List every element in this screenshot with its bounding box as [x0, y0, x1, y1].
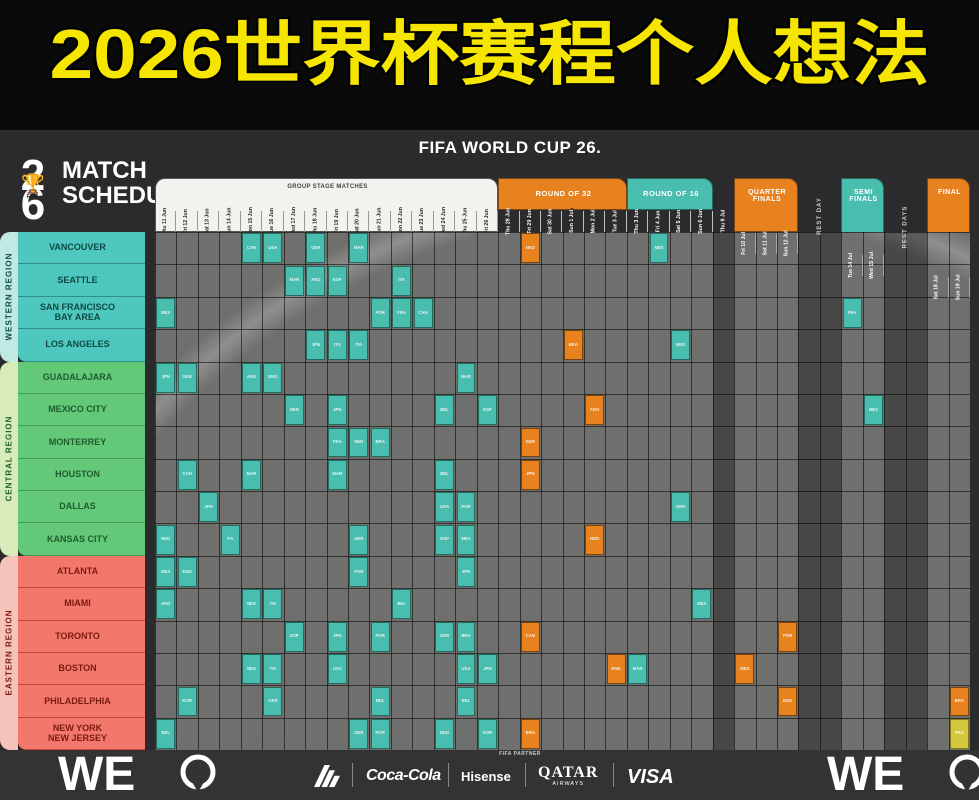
svg-text:WE: WE — [827, 750, 904, 800]
svg-text:WE: WE — [58, 750, 135, 800]
